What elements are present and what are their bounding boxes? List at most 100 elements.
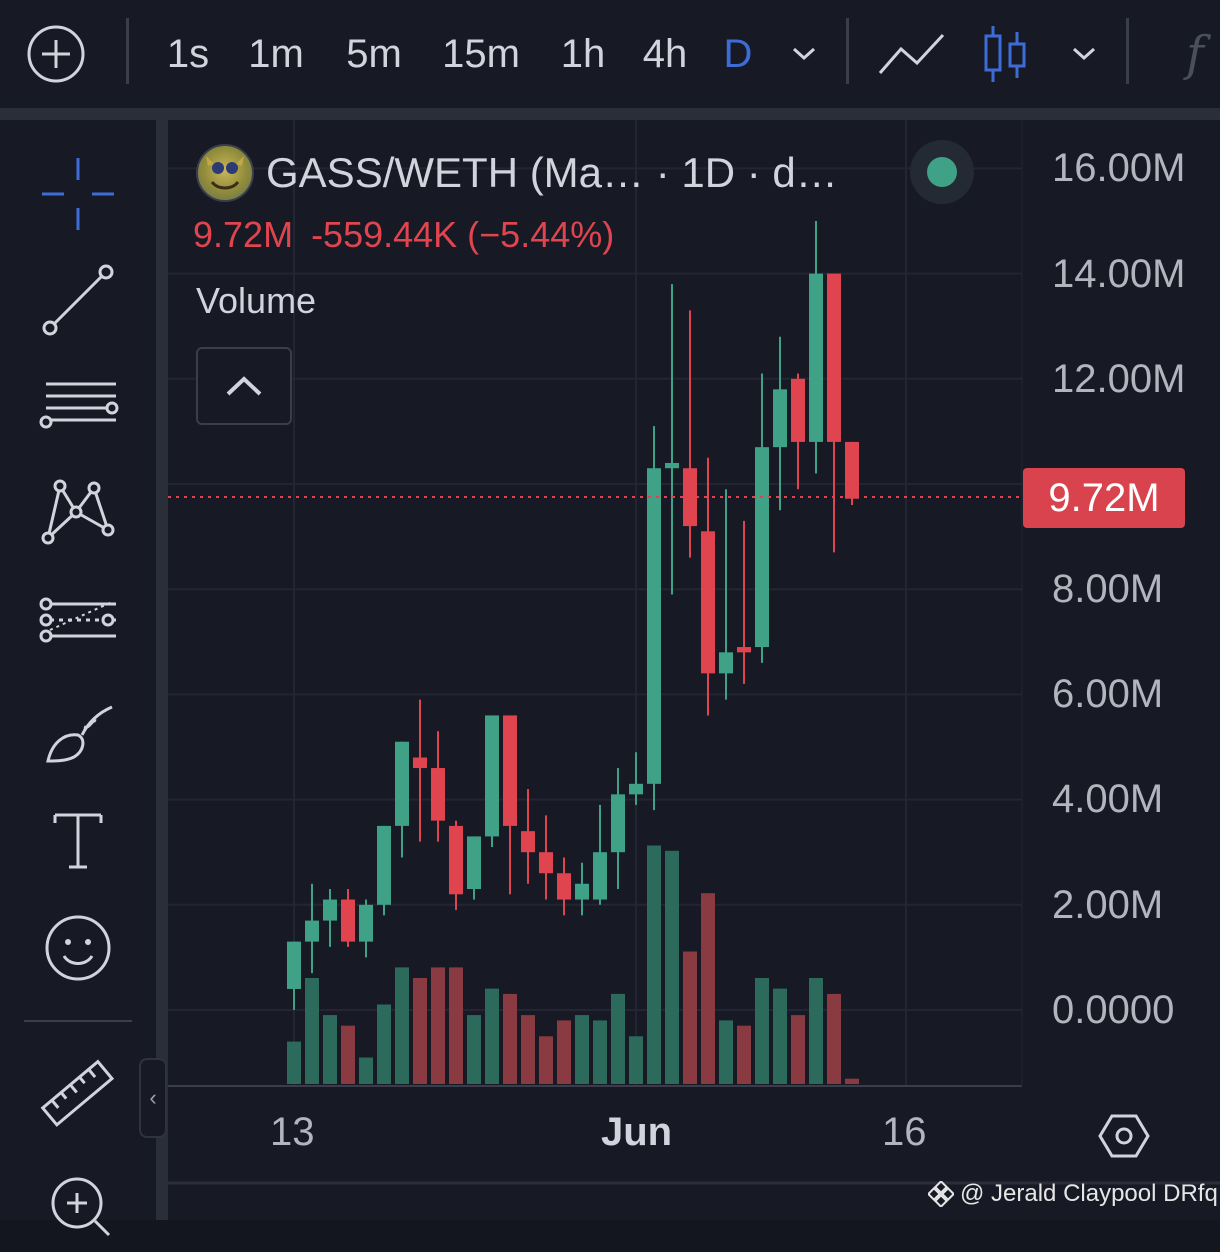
timeframe-1s[interactable]: 1s [166,31,210,76]
candle-body [791,378,805,442]
top-toolbar: 1s 1m 5m 15m 1h 4h D f [0,0,1220,108]
binance-logo-icon [928,1181,954,1207]
crosshair-icon [42,158,114,230]
token-logo-icon [206,156,244,190]
ruler-tool-button[interactable] [30,1046,126,1142]
volume-bar [755,978,769,1084]
last-value: 9.72M [193,214,294,255]
candle-body [287,941,301,989]
timeframe-d[interactable]: D [723,31,753,76]
candle-body [647,468,661,784]
candle-body [557,873,571,900]
horizontal-lines-tool-button[interactable] [30,358,126,454]
candle-body [521,831,535,853]
forecast-tool-button[interactable] [30,574,126,670]
crosshair-tool-button[interactable] [30,146,126,242]
zoom-in-tool-button[interactable] [30,1156,126,1252]
brush-icon [46,705,113,763]
volume-bar [413,978,427,1084]
pattern-tool-button[interactable] [30,464,126,560]
candle-body [413,757,427,769]
horizontal-lines-icon [39,382,119,429]
volume-bar [359,1057,373,1084]
candle-body [305,920,319,942]
chevron-up-icon [226,376,262,396]
current-price-tag: 9.72M [1023,468,1185,528]
candle-body [323,899,337,921]
chart-settings-button[interactable] [1098,1110,1150,1162]
volume-bar [539,1036,553,1084]
chevron-down-icon [1072,47,1096,61]
plus-circle-icon [27,25,85,83]
time-axis-label: 16 [882,1110,927,1154]
toolbar-divider [846,18,849,84]
timeframe-4h[interactable]: 4h [642,31,688,76]
line-chart-button[interactable] [876,0,948,108]
emoji-tool-button[interactable] [30,900,126,996]
price-axis-label: 6.00M [1052,672,1164,716]
volume-bar [557,1020,571,1084]
collapse-sidebar-button[interactable]: ‹ [139,1058,167,1138]
settings-hexagon-icon [1098,1114,1150,1158]
timeframe-dropdown-button[interactable] [786,0,822,108]
price-axis-label: 12.00M [1052,357,1186,401]
chart-type-dropdown-button[interactable] [1066,0,1102,108]
trend-line-icon [42,264,114,336]
chart-grid [168,120,1022,1086]
indicators-button[interactable]: f [1170,0,1220,108]
line-chart-icon [878,33,945,74]
legend-values: 9.72M -559.44K (−5.44%) [193,214,632,256]
time-axis-label: 13 [270,1110,315,1154]
trend-line-tool-button[interactable] [30,252,126,348]
timeframe-5m[interactable]: 5m [346,31,402,76]
volume-bar [791,1015,805,1084]
price-axis-label: 8.00M [1052,567,1164,611]
smiley-icon [45,915,111,981]
candle-body [773,389,787,448]
candle-body [539,852,553,874]
volume-bar [701,893,715,1084]
volume-bar [431,967,445,1084]
pattern-icon [41,479,115,545]
candle-body [467,836,481,890]
price-axis-label: 2.00M [1052,883,1164,927]
price-axis-label: 16.00M [1052,146,1186,190]
time-axis-label: Jun [601,1110,673,1154]
candle-body [593,852,607,900]
volume-bar [683,951,697,1084]
candle-body [485,715,499,837]
volume-bar [611,993,625,1084]
candle-body [845,441,859,499]
volume-bar [593,1020,607,1084]
timeframe-1m[interactable]: 1m [248,31,304,76]
candle-body [611,794,625,853]
chart-legend: GASS/WETH (Ma… · 1D · d… [196,144,838,202]
collapse-legend-button[interactable] [196,347,292,425]
candle-body [341,899,355,942]
volume-bar [395,967,409,1084]
volume-bar [629,1036,643,1084]
volume-bar [467,1015,481,1084]
volume-bar [305,978,319,1084]
timeframe-1h[interactable]: 1h [560,31,606,76]
add-symbol-button[interactable] [24,0,88,108]
market-status-indicator[interactable] [910,140,974,204]
volume-bar [665,850,679,1084]
symbol-title[interactable]: GASS/WETH (Ma… · 1D · d… [266,149,838,196]
chart-canvas[interactable] [168,120,1220,1220]
candle-body [827,273,841,442]
indicator-label-volume[interactable]: Volume [196,280,317,321]
candle-body [629,783,643,795]
chevron-left-icon: ‹ [149,1085,157,1110]
volume-bar [773,988,787,1084]
candlestick-chart-button[interactable] [978,0,1032,108]
timeframe-15m[interactable]: 15m [442,31,520,76]
brush-tool-button[interactable] [30,686,126,782]
volume-bar [737,1025,751,1084]
candlestick-icon [984,26,1026,82]
token-avatar[interactable] [196,144,254,202]
candle-body [701,531,715,674]
text-tool-button[interactable] [30,792,126,888]
candle-body [377,825,391,905]
toolbar-divider [126,18,129,84]
